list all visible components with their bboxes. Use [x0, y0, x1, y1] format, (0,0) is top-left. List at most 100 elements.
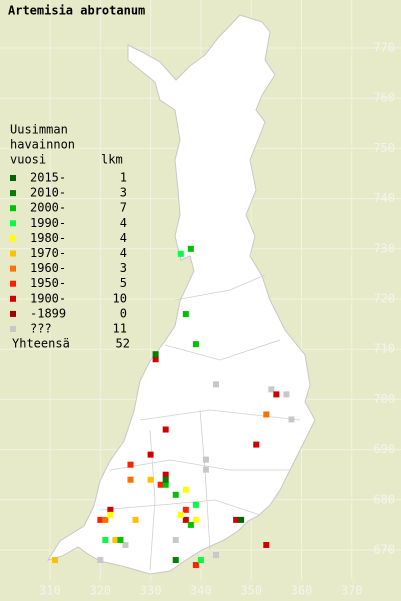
y-axis-label: 730 — [373, 241, 395, 255]
legend-label: 1960- — [30, 261, 66, 275]
legend-label: -1899 — [30, 306, 66, 320]
legend-label: 2000- — [30, 201, 66, 215]
observation-square — [107, 511, 114, 518]
legend-count: 4 — [120, 246, 127, 260]
legend-count: 1 — [120, 171, 127, 185]
legend-heading: havainnon — [10, 138, 75, 152]
legend-swatch — [10, 295, 16, 302]
legend-label: ??? — [30, 322, 52, 336]
observation-square — [97, 516, 104, 523]
legend-swatch — [10, 280, 16, 287]
legend-count: 11 — [113, 322, 127, 336]
observations — [52, 245, 295, 569]
legend-count: 3 — [120, 261, 127, 275]
observation-square — [192, 501, 199, 508]
observation-square — [187, 521, 194, 528]
observation-square — [202, 456, 209, 463]
y-axis-label: 740 — [373, 191, 395, 205]
observation-square — [147, 476, 154, 483]
x-axis-label: 330 — [140, 584, 162, 598]
y-axis-label: 770 — [373, 41, 395, 55]
map-title: Artemisia abrotanum — [8, 4, 145, 18]
observation-square — [127, 461, 134, 468]
legend-label: 1950- — [30, 276, 66, 290]
observation-square — [172, 557, 179, 564]
observation-square — [192, 562, 199, 569]
legend-swatch — [10, 220, 16, 227]
observation-square — [182, 516, 189, 523]
observation-square — [157, 481, 164, 488]
observation-square — [132, 516, 139, 523]
legend-swatch — [10, 265, 16, 272]
observation-square — [182, 311, 189, 318]
observation-square — [212, 381, 219, 388]
legend-count-heading: lkm — [101, 153, 123, 167]
y-axis-label: 760 — [373, 91, 395, 105]
legend-swatch — [10, 205, 16, 212]
observation-square — [212, 552, 219, 559]
observation-square — [162, 471, 169, 478]
observation-square — [127, 476, 134, 483]
y-axis-label: 720 — [373, 292, 395, 306]
observation-square — [268, 386, 275, 393]
observation-square — [192, 516, 199, 523]
x-axis-label: 310 — [39, 584, 61, 598]
legend-heading: Uusimman — [10, 123, 68, 137]
x-axis-label: 320 — [89, 584, 111, 598]
observation-square — [162, 481, 169, 488]
legend-label: 2015- — [30, 171, 66, 185]
legend-label: 1900- — [30, 291, 66, 305]
observation-square — [162, 426, 169, 433]
observation-square — [177, 250, 184, 257]
legend-count: 4 — [120, 231, 127, 245]
legend-swatch — [10, 250, 16, 257]
observation-square — [283, 391, 290, 398]
legend-swatch — [10, 175, 16, 181]
legend-heading: vuosi — [10, 153, 46, 167]
observation-square — [107, 506, 114, 513]
legend-count: 10 — [113, 291, 127, 305]
y-axis-label: 680 — [373, 492, 395, 506]
y-axis-label: 670 — [373, 543, 395, 557]
observation-square — [253, 441, 260, 448]
observation-square — [117, 536, 124, 543]
observation-square — [263, 411, 270, 418]
observation-square — [152, 351, 159, 358]
observation-square — [273, 391, 280, 398]
observation-square — [288, 416, 295, 423]
observation-square — [112, 536, 119, 543]
legend-count: 3 — [120, 186, 127, 200]
observation-square — [192, 341, 199, 348]
total-label: Yhteensä — [12, 337, 70, 351]
x-axis-label: 350 — [240, 584, 262, 598]
observation-square — [172, 491, 179, 498]
observation-square — [177, 511, 184, 518]
x-axis-label: 340 — [190, 584, 212, 598]
total-count: 52 — [116, 337, 130, 351]
observation-square — [233, 516, 240, 523]
observation-square — [102, 516, 109, 523]
legend-swatch — [10, 190, 16, 197]
legend-swatch — [10, 235, 16, 242]
legend-count: 0 — [120, 306, 127, 320]
observation-square — [147, 451, 154, 458]
legend-count: 7 — [120, 201, 127, 215]
legend-label: 2010- — [30, 186, 66, 200]
observation-square — [197, 557, 204, 564]
observation-square — [102, 536, 109, 543]
observation-square — [202, 466, 209, 473]
legend-count: 4 — [120, 216, 127, 230]
legend-label: 1990- — [30, 216, 66, 230]
legend-count: 5 — [120, 276, 127, 290]
observation-square — [152, 356, 159, 363]
y-axis-label: 710 — [373, 342, 395, 356]
observation-square — [182, 506, 189, 513]
y-axis-label: 750 — [373, 141, 395, 155]
observation-square — [187, 245, 194, 252]
observation-square — [52, 557, 59, 564]
country-outline — [46, 14, 316, 575]
observation-square — [162, 476, 169, 483]
